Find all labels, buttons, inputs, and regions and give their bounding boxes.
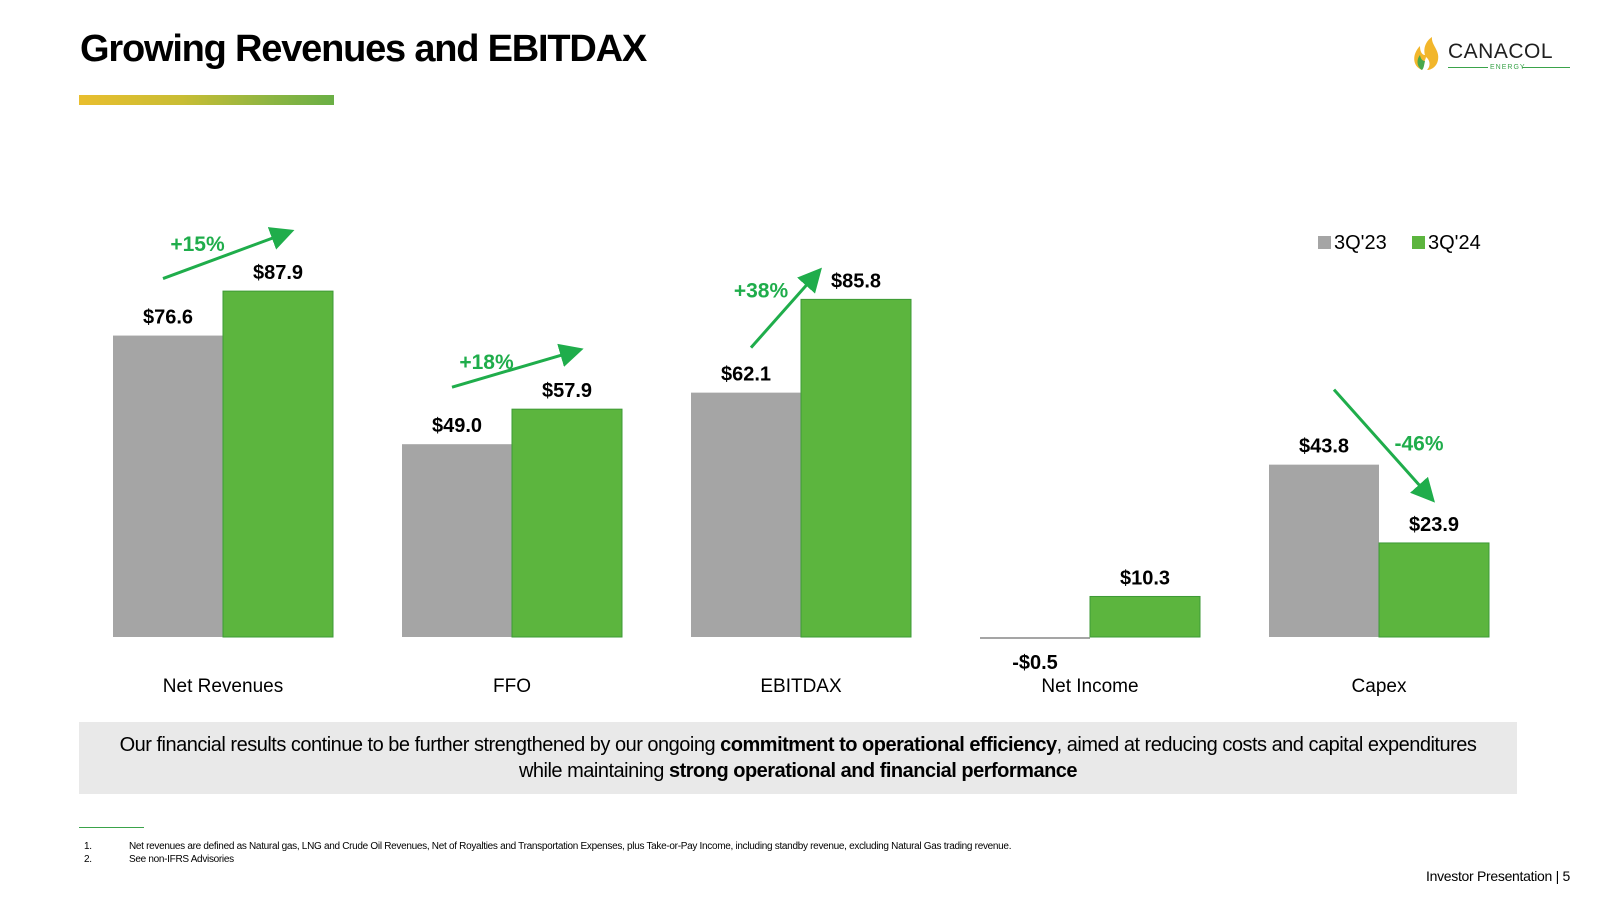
change-annotation: -46%	[1394, 433, 1443, 456]
category-label: Net Revenues	[163, 676, 283, 697]
data-label: -$0.5	[1012, 652, 1058, 674]
change-arrow	[1332, 388, 1435, 503]
category-label: Net Income	[1041, 676, 1138, 697]
data-label: $76.6	[143, 307, 193, 329]
logo-subtext: ENERGY	[1490, 64, 1526, 71]
legend-label: 3Q'23	[1334, 232, 1387, 254]
category-label: EBITDAX	[760, 676, 842, 697]
footnote-number: 1.	[84, 841, 92, 852]
data-label: $10.3	[1120, 567, 1170, 589]
data-label: $62.1	[721, 364, 771, 386]
change-annotation: +18%	[459, 351, 514, 374]
logo-rule-left	[1448, 67, 1488, 68]
footnote-text: Net revenues are defined as Natural gas,…	[129, 841, 1012, 852]
bar-capex-a	[1269, 464, 1379, 637]
summary-bold-2: strong operational and financial perform…	[668, 760, 1078, 782]
flame-icon	[1414, 37, 1439, 70]
legend-label: 3Q'24	[1428, 232, 1481, 254]
bar-chart: $76.6 $87.9 Net Revenues $49.0 $57.9 FFO $62.1…	[113, 227, 1490, 697]
data-label: $87.9	[253, 262, 303, 284]
data-label: $23.9	[1409, 514, 1459, 536]
bar-ffo-b	[511, 408, 623, 638]
change-arrow	[749, 267, 822, 349]
page-footer: Investor Presentation | 5	[1426, 868, 1570, 884]
bar-ebitdax-a	[691, 392, 801, 637]
summary-text-2: , aimed at reducing costs and capital ex…	[518, 734, 1477, 782]
slide-title: Growing Revenues and EBITDAX	[80, 28, 647, 70]
category-label: Capex	[1352, 676, 1407, 697]
logo-rule-right	[1522, 67, 1570, 68]
footnote-text: See non-IFRS Advisories	[129, 854, 234, 865]
summary-callout: Our financial results continue to be fur…	[79, 722, 1517, 794]
data-label: $43.8	[1299, 436, 1349, 458]
bar-net-revenues-b	[222, 290, 334, 638]
bar-net-income-a	[980, 637, 1090, 639]
footnotes: 1. Net revenues are defined as Natural g…	[84, 840, 1011, 866]
bar-capex-b	[1378, 542, 1490, 638]
bar-ebitdax-b	[800, 298, 912, 638]
change-arrow	[451, 343, 584, 389]
legend-swatch	[1412, 236, 1425, 249]
legend-swatch	[1318, 236, 1331, 249]
footnote-rule	[79, 827, 144, 828]
logo-wordmark: CANACOL	[1448, 40, 1554, 63]
footnote-1: 1. Net revenues are defined as Natural g…	[84, 840, 1011, 853]
footnote-number: 2.	[84, 854, 92, 865]
bar-net-income-b	[1089, 595, 1201, 638]
change-annotation: +15%	[170, 233, 225, 256]
data-label: $85.8	[831, 270, 881, 292]
change-annotation: +38%	[734, 280, 789, 303]
data-label: $57.9	[542, 380, 592, 402]
summary-text-1: Our financial results continue to be fur…	[119, 734, 721, 756]
bar-net-revenues-a	[113, 335, 223, 637]
summary-bold-1: commitment to operational efficiency	[720, 734, 1057, 756]
bar-ffo-a	[402, 444, 512, 637]
category-label: FFO	[493, 676, 531, 697]
footnote-2: 2. See non-IFRS Advisories	[84, 853, 1011, 866]
company-logo: CANACOL ENERGY	[1410, 36, 1570, 76]
title-accent-bar	[79, 95, 334, 105]
data-label: $49.0	[432, 415, 482, 437]
change-arrow	[162, 227, 295, 280]
